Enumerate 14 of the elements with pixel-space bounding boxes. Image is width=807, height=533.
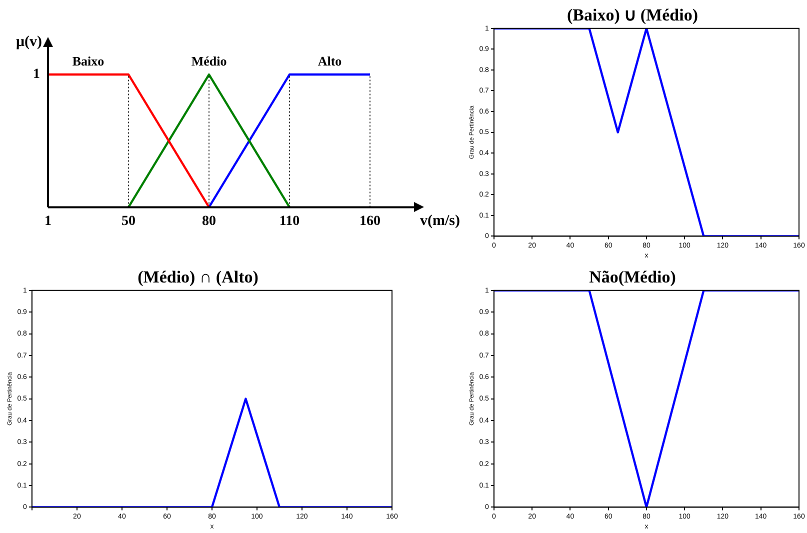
x-tick-label: 110 xyxy=(279,214,300,230)
x-axis-title: v(m/s) xyxy=(420,213,460,230)
chart-title: Não(Médio) xyxy=(589,268,676,287)
y-axis-title: μ(v) xyxy=(16,34,42,50)
series-label: Médio xyxy=(191,53,227,68)
x-tick-label: 50 xyxy=(122,214,136,230)
chart-title: (Médio) ∩ (Alto) xyxy=(138,268,258,287)
text: 1 xyxy=(33,67,40,82)
x-tick-label: 80 xyxy=(202,214,216,230)
x-tick-label: 1 xyxy=(44,214,52,230)
series-label: Alto xyxy=(318,53,342,68)
series-label: Baixo xyxy=(72,53,104,68)
x-tick-label: 160 xyxy=(360,214,380,230)
chart-title: (Baixo) ∪ (Médio) xyxy=(567,6,698,25)
